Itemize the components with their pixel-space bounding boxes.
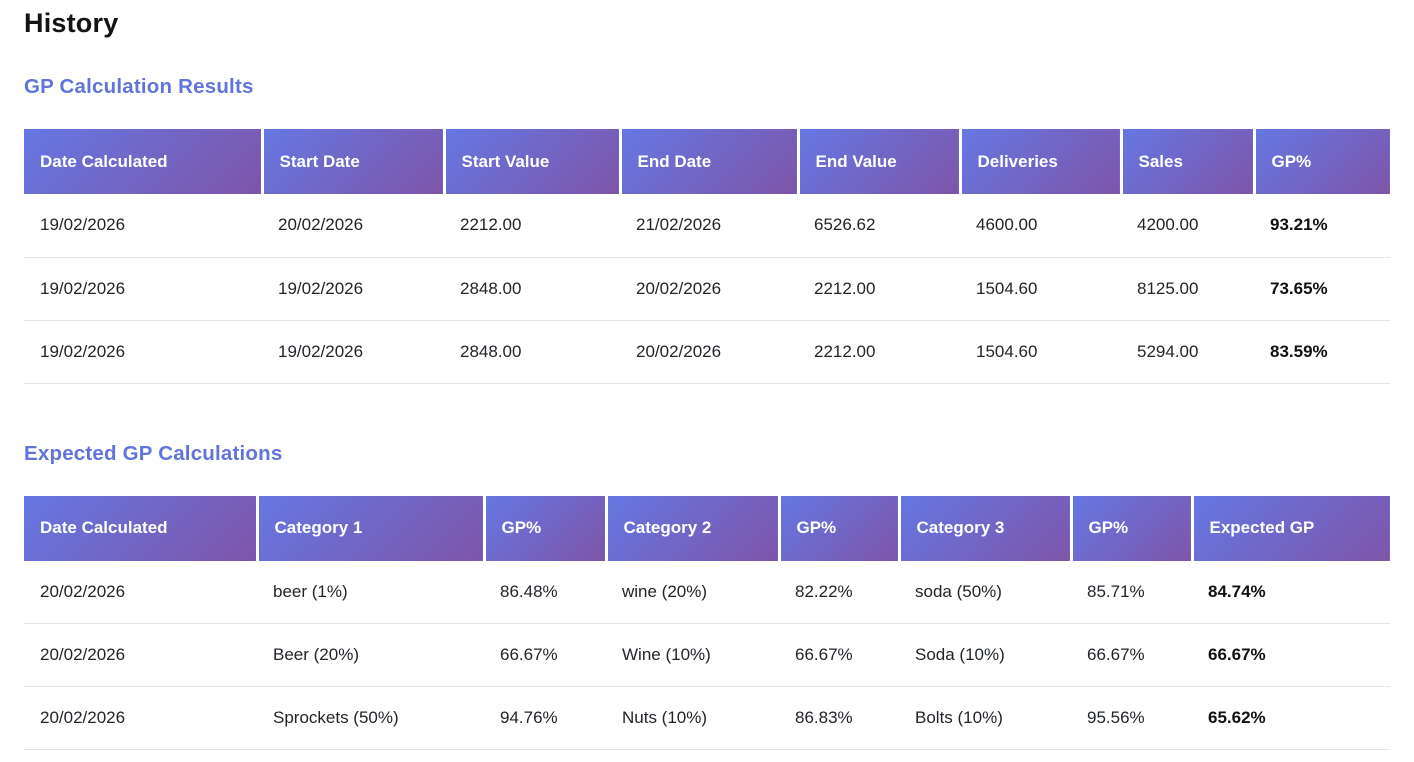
table-cell: 73.65% (1254, 257, 1390, 321)
table-cell: 20/02/2026 (262, 194, 444, 258)
table-cell: 66.67% (1071, 623, 1192, 687)
table-cell: 8125.00 (1121, 257, 1254, 321)
table-row: 19/02/2026 19/02/2026 2848.00 20/02/2026 221… (24, 320, 1390, 384)
table-cell: 1504.60 (960, 320, 1121, 384)
table-cell: Wine (10%) (606, 623, 779, 687)
table-cell: 2212.00 (798, 320, 960, 384)
column-header: Date Calculated (24, 129, 262, 194)
table-body: 20/02/2026 beer (1%) 86.48% wine (20%) 82.22… (24, 560, 1390, 750)
header-row: Date Calculated Category 1 GP% Category 2 GP… (24, 495, 1390, 561)
column-header: GP% (777, 495, 899, 561)
column-header: GP% (1252, 129, 1390, 194)
column-header: GP% (482, 495, 606, 561)
column-header: GP% (1069, 495, 1192, 561)
table-cell: 82.22% (779, 560, 899, 624)
table-cell: 94.76% (484, 686, 606, 750)
table-cell: 4600.00 (960, 194, 1121, 258)
table-row: 19/02/2026 20/02/2026 2212.00 21/02/2026 652… (24, 194, 1390, 258)
page-title: History (24, 8, 119, 38)
table-cell: 20/02/2026 (620, 320, 798, 384)
header-row: Date Calculated Start Date Start Value End … (24, 129, 1390, 194)
table-cell: 66.67% (779, 623, 899, 687)
table-cell: Nuts (10%) (606, 686, 779, 750)
table-cell: 19/02/2026 (24, 257, 262, 321)
column-header: Category 3 (897, 495, 1071, 561)
table-cell: 86.83% (779, 686, 899, 750)
table-cell: 1504.60 (960, 257, 1121, 321)
table-row: 20/02/2026 beer (1%) 86.48% wine (20%) 82.22… (24, 560, 1390, 624)
gp-calculation-results-table: Date Calculated Start Date Start Value End … (24, 129, 1390, 384)
table-cell: 19/02/2026 (262, 320, 444, 384)
table-cell: 93.21% (1254, 194, 1390, 258)
column-header: Expected GP (1190, 495, 1390, 561)
table-header: Date Calculated Category 1 GP% Category 2 GP… (24, 495, 1390, 561)
column-header: Date Calculated (24, 495, 257, 561)
table-cell: 19/02/2026 (262, 257, 444, 321)
column-header: End Date (618, 129, 798, 194)
expected-gp-calculations-table: Date Calculated Category 1 GP% Category 2 GP… (24, 495, 1390, 750)
column-header: Category 1 (255, 495, 484, 561)
table-cell: 66.67% (1192, 623, 1390, 687)
table-row: 20/02/2026 Beer (20%) 66.67% Wine (10%) 66.6… (24, 623, 1390, 687)
table-cell: 2848.00 (444, 257, 620, 321)
table-cell: 95.56% (1071, 686, 1192, 750)
table-header: Date Calculated Start Date Start Value End … (24, 129, 1390, 194)
table-cell: Sprockets (50%) (257, 686, 484, 750)
column-header: Deliveries (958, 129, 1121, 194)
table-cell: 19/02/2026 (24, 194, 262, 258)
table-cell: 21/02/2026 (620, 194, 798, 258)
column-header: Sales (1119, 129, 1254, 194)
table-cell: 2212.00 (444, 194, 620, 258)
column-header: Category 2 (604, 495, 779, 561)
section-title-gp-calculation-results: GP Calculation Results (24, 75, 254, 98)
section-title-expected-gp-calculations: Expected GP Calculations (24, 441, 283, 465)
table-cell: 86.48% (484, 560, 606, 624)
column-header: Start Date (260, 129, 444, 194)
table-body: 19/02/2026 20/02/2026 2212.00 21/02/2026 652… (24, 194, 1390, 384)
table-cell: 66.67% (484, 623, 606, 687)
table-cell: 5294.00 (1121, 320, 1254, 384)
table-cell: 4200.00 (1121, 194, 1254, 258)
table-cell: 19/02/2026 (24, 320, 262, 384)
table-cell: soda (50%) (899, 560, 1071, 624)
table-cell: 6526.62 (798, 194, 960, 258)
table-row: 19/02/2026 19/02/2026 2848.00 20/02/2026 221… (24, 257, 1390, 321)
table-cell: 84.74% (1192, 560, 1390, 624)
table-cell: 2848.00 (444, 320, 620, 384)
table-cell: Bolts (10%) (899, 686, 1071, 750)
column-header: End Value (796, 129, 960, 194)
table-cell: 2212.00 (798, 257, 960, 321)
column-header: Start Value (442, 129, 620, 194)
table-cell: Soda (10%) (899, 623, 1071, 687)
table-cell: wine (20%) (606, 560, 779, 624)
table-cell: 20/02/2026 (620, 257, 798, 321)
table-cell: 85.71% (1071, 560, 1192, 624)
table-cell: 65.62% (1192, 686, 1390, 750)
table-cell: Beer (20%) (257, 623, 484, 687)
table-row: 20/02/2026 Sprockets (50%) 94.76% Nuts (10%… (24, 686, 1390, 750)
table-cell: 20/02/2026 (24, 686, 257, 750)
table-cell: 20/02/2026 (24, 623, 257, 687)
table-cell: 83.59% (1254, 320, 1390, 384)
table-cell: 20/02/2026 (24, 560, 257, 624)
table-cell: beer (1%) (257, 560, 484, 624)
